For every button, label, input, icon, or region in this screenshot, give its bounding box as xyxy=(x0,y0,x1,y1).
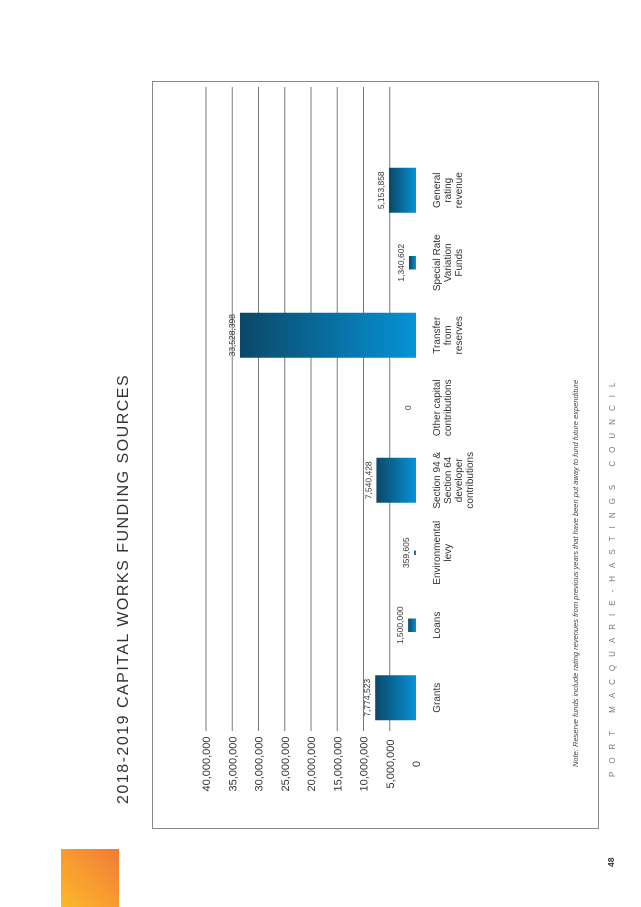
bar-value-label: 359,605 xyxy=(401,537,411,568)
x-category-label: Transfer xyxy=(432,316,443,354)
y-tick-label: 30,000,000 xyxy=(254,736,266,791)
x-category-label: developer xyxy=(454,458,465,503)
bar xyxy=(414,550,416,555)
page-number: 48 xyxy=(606,857,616,867)
x-category-label: contributions xyxy=(465,452,476,509)
x-category-label: General xyxy=(432,172,443,208)
x-category-label: Environmental xyxy=(432,521,443,585)
bar xyxy=(408,256,417,270)
bar xyxy=(388,167,417,213)
bar-value-label: 1,500,000 xyxy=(395,606,405,644)
y-tick-label: 40,000,000 xyxy=(201,736,213,791)
bar-value-label: 0 xyxy=(403,405,413,410)
x-category-label: Other capital xyxy=(432,379,443,436)
council-name-footer: PORT MACQUARIE-HASTINGS COUNCIL xyxy=(608,374,617,777)
x-category-label: Grants xyxy=(432,683,443,713)
x-category-label: Section 94 & xyxy=(432,452,443,509)
bar xyxy=(239,312,416,358)
x-category-label: Funds xyxy=(454,249,465,277)
y-tick-label: 35,000,000 xyxy=(227,736,239,791)
bar-value-label: 7,774,523 xyxy=(362,679,372,717)
y-tick-label: 0 xyxy=(411,761,423,767)
x-category-label: Special Rate xyxy=(432,234,443,291)
x-category-label: Section 64 xyxy=(443,456,454,504)
y-tick-label: 15,000,000 xyxy=(332,736,344,791)
x-category-label: Loans xyxy=(432,612,443,639)
x-category-label: reserves xyxy=(454,316,465,354)
y-tick-label: 10,000,000 xyxy=(359,736,371,791)
x-category-label: rating xyxy=(443,178,454,203)
reserve-funds-footnote: Note: Reserve funds include rating reven… xyxy=(571,379,580,767)
bar xyxy=(375,675,416,721)
x-category-label: contributions xyxy=(443,379,454,436)
bar-value-label: 5,153,858 xyxy=(376,171,386,209)
x-category-label: levy xyxy=(443,544,454,562)
x-category-label: Variation xyxy=(443,243,454,282)
bar-value-label: 1,340,602 xyxy=(396,244,406,282)
bar-value-label: 7,540,428 xyxy=(363,461,373,499)
bar xyxy=(376,457,416,503)
x-category-label: from xyxy=(443,325,454,345)
bar xyxy=(408,618,416,632)
bar-value-label: 33,528,398 xyxy=(227,314,237,357)
y-tick-label: 5,000,000 xyxy=(385,740,397,789)
y-tick-label: 20,000,000 xyxy=(306,736,318,791)
x-category-label: revenue xyxy=(454,172,465,209)
y-tick-label: 25,000,000 xyxy=(280,736,292,791)
orange-logo-square xyxy=(61,849,119,907)
